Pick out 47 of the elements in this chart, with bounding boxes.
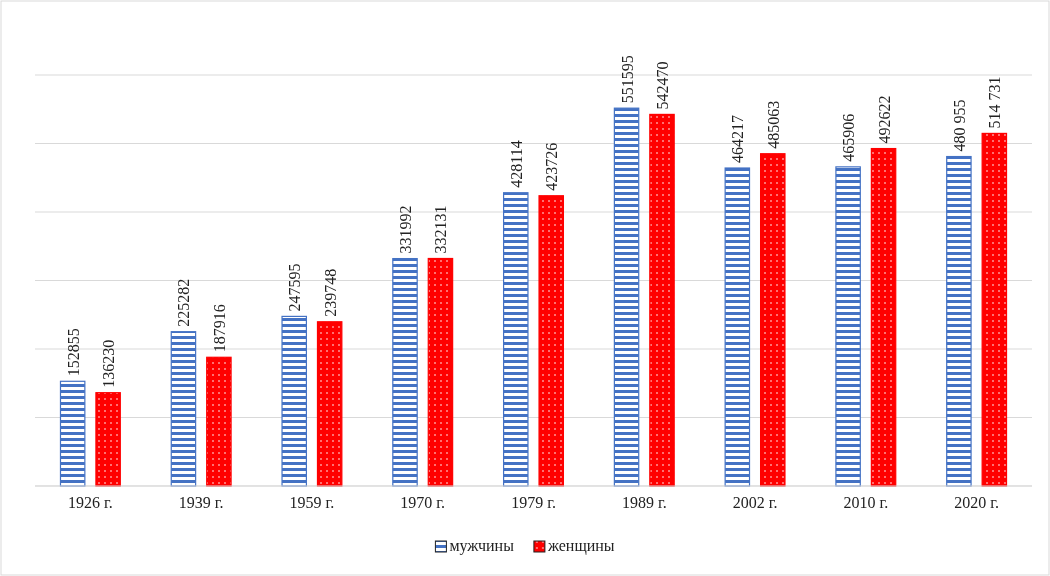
data-label: 423726 — [543, 142, 561, 191]
bar — [649, 113, 675, 487]
bar — [946, 155, 972, 487]
bar — [392, 257, 418, 487]
data-label: 465906 — [840, 113, 858, 162]
data-label: 136230 — [100, 339, 118, 388]
data-label: 332131 — [432, 205, 450, 254]
bar — [59, 380, 86, 487]
data-label: 542470 — [654, 61, 671, 110]
x-tick-label: 2020 г. — [954, 494, 999, 512]
data-label: 247595 — [286, 263, 304, 312]
bar — [870, 147, 897, 487]
legend-label: мужчины — [449, 537, 515, 555]
legend-label: женщины — [546, 537, 615, 555]
data-label: 485063 — [764, 100, 782, 149]
bar — [724, 167, 751, 487]
data-label: 428114 — [507, 140, 525, 188]
bar — [427, 257, 454, 487]
bar — [206, 356, 232, 487]
data-label: 551595 — [618, 55, 636, 104]
data-label: 492622 — [875, 95, 893, 144]
bar — [981, 132, 1008, 487]
data-label: 331992 — [397, 205, 414, 254]
data-label: 225282 — [175, 278, 193, 327]
x-tick-label: 1989 г. — [621, 494, 667, 512]
x-tick-label: 1939 г. — [178, 494, 224, 512]
bar — [316, 321, 343, 487]
bar — [613, 107, 640, 487]
bar — [835, 166, 861, 487]
bar — [502, 192, 529, 487]
data-label: 152855 — [64, 328, 82, 377]
bar — [95, 392, 121, 487]
data-label: 480 955 — [950, 99, 968, 152]
data-label: 239748 — [321, 268, 339, 317]
x-tick-label: 1979 г. — [511, 494, 556, 512]
bar — [170, 331, 197, 487]
bar — [281, 315, 308, 487]
bar — [759, 153, 786, 487]
data-label: 514 731 — [986, 76, 1004, 129]
data-label: 187916 — [210, 304, 228, 353]
x-tick-label: 1959 г. — [289, 494, 335, 512]
x-tick-label: 1970 г. — [400, 494, 446, 512]
x-tick-label: 2002 г. — [732, 494, 778, 512]
data-label: 464217 — [729, 115, 747, 164]
x-tick-label: 1926 г. — [68, 494, 113, 512]
bar — [538, 195, 565, 487]
x-tick-label: 2010 г. — [843, 494, 889, 512]
